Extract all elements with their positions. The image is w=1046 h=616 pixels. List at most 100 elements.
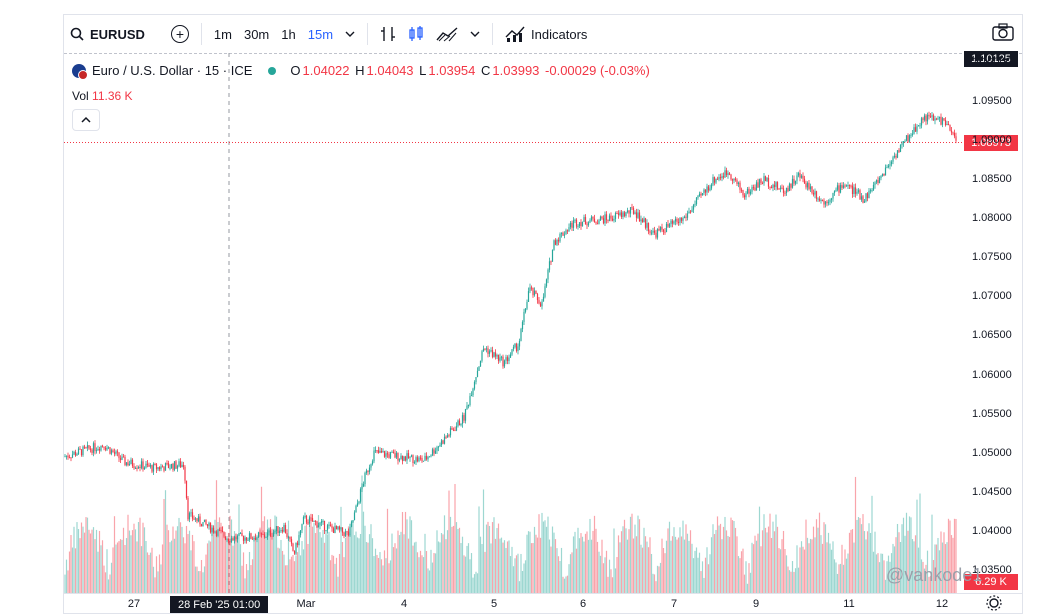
settings-gear-icon[interactable] bbox=[984, 593, 1004, 613]
compare-button[interactable]: + bbox=[165, 20, 195, 48]
candle-body bbox=[565, 230, 567, 235]
candle-body bbox=[424, 455, 426, 461]
volume-bar bbox=[842, 564, 845, 593]
candle-body bbox=[745, 193, 747, 198]
volume-bar bbox=[385, 558, 387, 593]
volume-bar bbox=[550, 546, 552, 593]
candle-body bbox=[455, 426, 458, 431]
volume-bar bbox=[95, 529, 98, 593]
volume-bar bbox=[497, 523, 500, 593]
candle-body bbox=[235, 536, 237, 540]
symbol-search[interactable]: EURUSD bbox=[64, 20, 151, 48]
volume-bar bbox=[421, 555, 423, 593]
volume-bar bbox=[232, 545, 234, 593]
interval-1h[interactable]: 1h bbox=[281, 26, 296, 42]
volume-bar bbox=[314, 533, 317, 593]
candle-body bbox=[572, 220, 575, 228]
candle-body bbox=[85, 447, 87, 449]
candle-body bbox=[547, 269, 549, 280]
chart-type-dropdown[interactable] bbox=[464, 20, 486, 48]
candle-body bbox=[241, 533, 243, 536]
candle-body bbox=[382, 451, 384, 453]
price-label: 1.08000 bbox=[972, 212, 1012, 225]
candle-body bbox=[811, 186, 813, 193]
volume-bar bbox=[908, 516, 911, 593]
volume-bar bbox=[871, 495, 873, 593]
volume-bar bbox=[890, 553, 893, 593]
volume-bar bbox=[137, 522, 140, 593]
candle-body bbox=[524, 308, 527, 312]
collapse-legend-button[interactable] bbox=[72, 109, 100, 131]
candle-body bbox=[406, 453, 408, 461]
candle-body bbox=[674, 218, 677, 222]
volume-bar bbox=[97, 551, 99, 593]
area-style-button[interactable] bbox=[430, 20, 464, 48]
volume-bar bbox=[356, 537, 359, 593]
candle-body bbox=[895, 155, 897, 158]
snapshot-button[interactable] bbox=[992, 23, 1014, 44]
candle-body bbox=[143, 467, 146, 470]
indicators-button[interactable]: Indicators bbox=[499, 20, 593, 48]
volume-bar bbox=[853, 542, 855, 593]
candle-body bbox=[919, 125, 921, 127]
candle-body bbox=[832, 192, 834, 199]
candle-body bbox=[334, 525, 336, 533]
volume-bar bbox=[292, 554, 294, 593]
volume-bar bbox=[391, 533, 393, 593]
price-label: 1.09500 bbox=[972, 95, 1012, 108]
candle-body bbox=[233, 536, 236, 541]
candle-body bbox=[659, 226, 662, 231]
candle-body bbox=[562, 232, 564, 236]
candle-body bbox=[211, 527, 213, 533]
volume-bar bbox=[133, 523, 135, 593]
volume-bar bbox=[119, 539, 122, 593]
volume-bar bbox=[616, 557, 618, 593]
candle-body bbox=[335, 525, 338, 530]
candle-body bbox=[383, 451, 386, 457]
volume-bar bbox=[263, 516, 266, 593]
price-axis[interactable]: 1.10125 1.08973 6.29 K 1.10000 1.09500 1.0… bbox=[964, 51, 1022, 593]
change-value: -0.00029 (-0.03%) bbox=[545, 63, 650, 78]
candle-body bbox=[182, 464, 185, 467]
volume-bar bbox=[160, 564, 162, 593]
interval-dropdown[interactable] bbox=[339, 20, 361, 48]
interval-1m[interactable]: 1m bbox=[213, 26, 232, 42]
candle-body bbox=[806, 182, 809, 188]
candle-body bbox=[410, 455, 413, 457]
time-axis[interactable]: 28 Feb '25 01:00 27Mar45671091112 bbox=[64, 593, 1022, 613]
volume-bar bbox=[505, 547, 507, 593]
candle-body bbox=[385, 453, 387, 457]
volume-bar bbox=[608, 559, 611, 593]
candle-body bbox=[692, 204, 695, 210]
candle-body bbox=[370, 464, 372, 468]
volume-bar bbox=[728, 536, 731, 593]
volume-bar bbox=[863, 531, 866, 593]
volume-bar bbox=[448, 490, 450, 593]
candle-body bbox=[115, 451, 117, 454]
candles-style-button[interactable] bbox=[402, 20, 430, 48]
volume-bar bbox=[484, 551, 486, 593]
bars-style-button[interactable] bbox=[374, 20, 402, 48]
interval-30m[interactable]: 30m bbox=[243, 26, 270, 42]
candle-body bbox=[844, 185, 846, 187]
candle-body bbox=[218, 529, 221, 531]
volume-bar bbox=[895, 537, 897, 593]
volume-bar bbox=[89, 533, 92, 593]
volume-bar bbox=[703, 577, 705, 593]
candle-body bbox=[518, 340, 521, 347]
candle-body bbox=[577, 226, 579, 228]
candle-body bbox=[263, 534, 266, 538]
interval-15m[interactable]: 15m bbox=[307, 26, 334, 42]
volume-bar bbox=[898, 532, 900, 593]
volume-bar bbox=[809, 538, 812, 593]
candle-body bbox=[763, 176, 765, 184]
high-label: H bbox=[355, 63, 365, 78]
volume-bar bbox=[670, 540, 672, 593]
last-price-tag: 1.08973 bbox=[964, 134, 1018, 151]
volume-bar bbox=[628, 529, 630, 593]
volume-bar bbox=[488, 525, 491, 593]
price-chart[interactable] bbox=[64, 53, 964, 593]
candle-body bbox=[491, 350, 494, 357]
candle-body bbox=[545, 279, 548, 287]
volume-bar bbox=[332, 555, 335, 593]
